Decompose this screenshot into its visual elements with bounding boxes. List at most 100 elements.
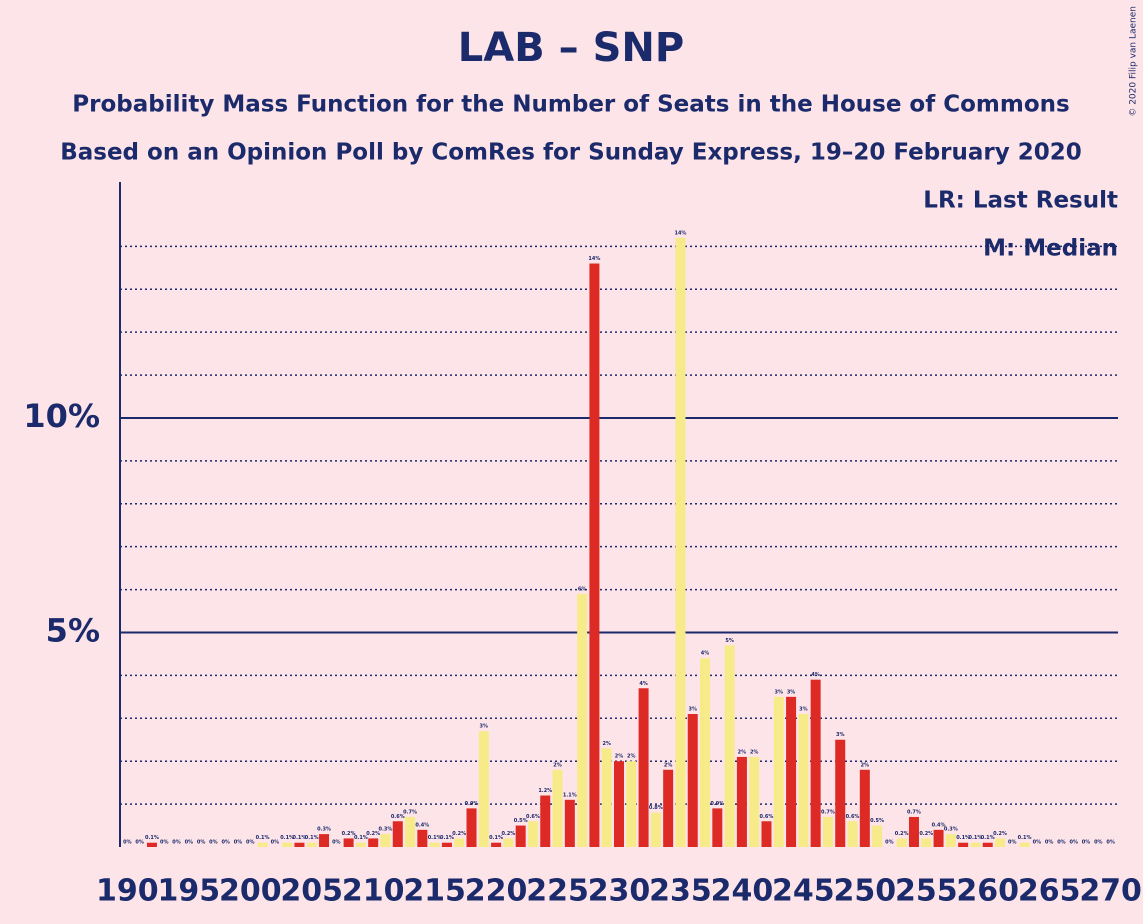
value-label: 0% bbox=[209, 840, 218, 846]
chart-subtitle: Based on an Opinion Poll by ComRes for S… bbox=[60, 140, 1082, 166]
x-tick-label: 190 bbox=[96, 874, 159, 909]
bar bbox=[786, 696, 797, 847]
value-label: 0.1% bbox=[305, 835, 319, 841]
bar bbox=[724, 645, 735, 847]
bar bbox=[810, 679, 821, 847]
value-label: 0.6% bbox=[391, 814, 405, 820]
bar bbox=[614, 761, 624, 847]
bar bbox=[712, 808, 723, 847]
chart-subtitle: Probability Mass Function for the Number… bbox=[72, 92, 1069, 118]
bar bbox=[515, 825, 526, 847]
value-label: 0% bbox=[1008, 840, 1017, 846]
bar bbox=[368, 838, 379, 847]
bar bbox=[478, 731, 489, 847]
x-tick-label: 220 bbox=[465, 874, 528, 909]
bar bbox=[589, 263, 600, 848]
bar bbox=[921, 838, 932, 847]
x-tick-label: 265 bbox=[1018, 874, 1081, 909]
chart-title: LAB – SNP bbox=[458, 25, 684, 71]
y-tick-label: 5% bbox=[46, 611, 100, 649]
bar bbox=[835, 739, 846, 847]
bar bbox=[146, 842, 157, 847]
bar bbox=[982, 842, 993, 847]
value-label: 0% bbox=[246, 840, 255, 846]
value-label: 0.1% bbox=[1018, 835, 1032, 841]
value-label: 2% bbox=[627, 754, 636, 760]
bar bbox=[970, 842, 981, 847]
bar bbox=[798, 714, 809, 847]
value-label: 0% bbox=[185, 840, 194, 846]
value-label: 2% bbox=[664, 762, 673, 768]
value-label: 0.1% bbox=[981, 835, 995, 841]
bar bbox=[564, 799, 575, 847]
bar bbox=[294, 842, 305, 847]
value-label: 0.5% bbox=[870, 818, 884, 824]
x-tick-label: 200 bbox=[219, 874, 282, 909]
bar bbox=[392, 821, 403, 847]
value-label: 0.6% bbox=[846, 814, 860, 820]
value-label: 1.2% bbox=[538, 788, 552, 794]
bar bbox=[417, 829, 428, 847]
value-label: 0.2% bbox=[993, 831, 1007, 837]
value-label: 0.1% bbox=[956, 835, 970, 841]
bar bbox=[933, 829, 944, 847]
x-tick-label: 230 bbox=[588, 874, 651, 909]
value-label: 0.1% bbox=[489, 835, 503, 841]
bar bbox=[503, 838, 514, 847]
bar bbox=[687, 714, 698, 847]
value-label: 4% bbox=[639, 681, 648, 687]
value-label: 0.1% bbox=[293, 835, 307, 841]
bar bbox=[896, 838, 907, 847]
x-tick-label: 240 bbox=[711, 874, 774, 909]
value-label: 3% bbox=[688, 707, 697, 713]
value-label: 2% bbox=[738, 749, 747, 755]
value-label: 0% bbox=[197, 840, 206, 846]
value-label: 0.8% bbox=[649, 805, 663, 811]
bar bbox=[319, 834, 330, 847]
legend-entry: LR: Last Result bbox=[923, 188, 1118, 214]
bar bbox=[343, 838, 354, 847]
value-label: 0.9% bbox=[710, 801, 724, 807]
value-label: 3% bbox=[799, 707, 808, 713]
value-label: 0.2% bbox=[366, 831, 380, 837]
value-label: 0.2% bbox=[895, 831, 909, 837]
value-label: 2% bbox=[615, 754, 624, 760]
bar bbox=[822, 816, 833, 847]
value-label: 3% bbox=[787, 689, 796, 695]
value-label: 0.1% bbox=[280, 835, 294, 841]
value-label: 0% bbox=[1082, 840, 1091, 846]
value-label: 6% bbox=[578, 586, 587, 592]
value-label: 0% bbox=[1070, 840, 1079, 846]
bar bbox=[257, 842, 268, 847]
value-label: 0.3% bbox=[379, 827, 393, 833]
value-label: 0.7% bbox=[403, 809, 417, 815]
bar bbox=[859, 769, 870, 847]
bar bbox=[761, 821, 772, 847]
bar bbox=[736, 756, 747, 847]
bar bbox=[638, 688, 649, 847]
value-label: 0.3% bbox=[944, 827, 958, 833]
bar bbox=[527, 821, 538, 847]
bar bbox=[454, 838, 465, 847]
x-tick-label: 250 bbox=[834, 874, 897, 909]
value-label: 1.1% bbox=[563, 792, 577, 798]
value-label: 0% bbox=[271, 840, 280, 846]
value-label: 0% bbox=[135, 840, 144, 846]
x-tick-label: 205 bbox=[280, 874, 343, 909]
value-label: 0.7% bbox=[907, 809, 921, 815]
value-label: 0.2% bbox=[342, 831, 356, 837]
value-label: 0% bbox=[1033, 840, 1042, 846]
copyright: © 2020 Filip van Laenen bbox=[1129, 6, 1139, 117]
bar bbox=[663, 769, 674, 847]
bar bbox=[466, 808, 477, 847]
value-label: 0% bbox=[1057, 840, 1066, 846]
value-label: 3% bbox=[480, 724, 489, 730]
value-label: 4% bbox=[811, 672, 820, 678]
bar bbox=[847, 821, 858, 847]
bar bbox=[650, 812, 661, 847]
x-tick-label: 225 bbox=[526, 874, 589, 909]
bar bbox=[552, 769, 563, 847]
value-label: 2% bbox=[750, 749, 759, 755]
